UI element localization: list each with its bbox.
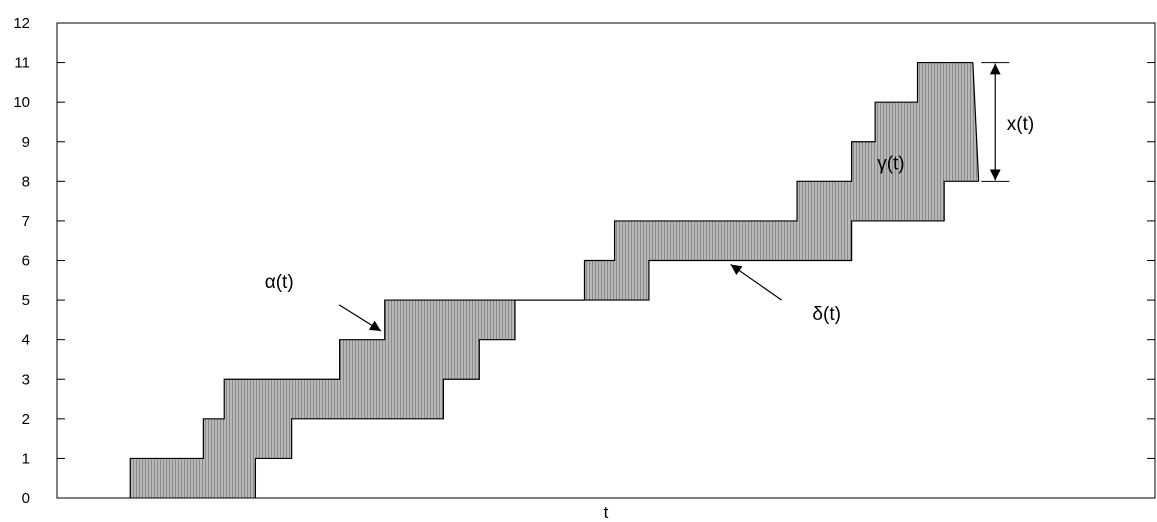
annotations: α(t) δ(t) γ(t) x(t): [265, 62, 1034, 332]
annotation-t: δ(t): [812, 304, 841, 325]
y-tick-label: 9: [22, 134, 30, 151]
annotation-t: α(t): [265, 272, 294, 293]
fill-region: [130, 62, 979, 498]
y-tick-label: 8: [22, 173, 30, 190]
gamma-region: [130, 62, 979, 498]
arrow-t: [730, 263, 783, 301]
y-tick-label: 10: [13, 94, 30, 111]
region-right-edge: [972, 62, 980, 182]
y-axis-ticks-right: [1147, 22, 1155, 499]
y-tick-label: 4: [22, 332, 30, 349]
annotation-t: γ(t): [877, 153, 904, 174]
series-lines: [129, 61, 980, 498]
y-tick-label: 3: [22, 371, 30, 388]
y-tick-label: 6: [22, 253, 30, 270]
arrow-t: [338, 304, 382, 332]
annotation-xt: x(t): [1007, 114, 1034, 135]
series-delta-line: [254, 180, 979, 498]
y-tick-label: 1: [22, 450, 30, 467]
y-tick-label: 2: [22, 411, 30, 428]
x-axis-label: t: [604, 503, 609, 522]
y-tick-label: 7: [22, 213, 30, 230]
series-alpha-line: [129, 61, 973, 498]
y-tick-label: 0: [22, 490, 30, 507]
y-tick-label: 12: [13, 15, 30, 32]
y-tick-label: 11: [14, 55, 30, 72]
y-tick-label: 5: [22, 292, 30, 309]
